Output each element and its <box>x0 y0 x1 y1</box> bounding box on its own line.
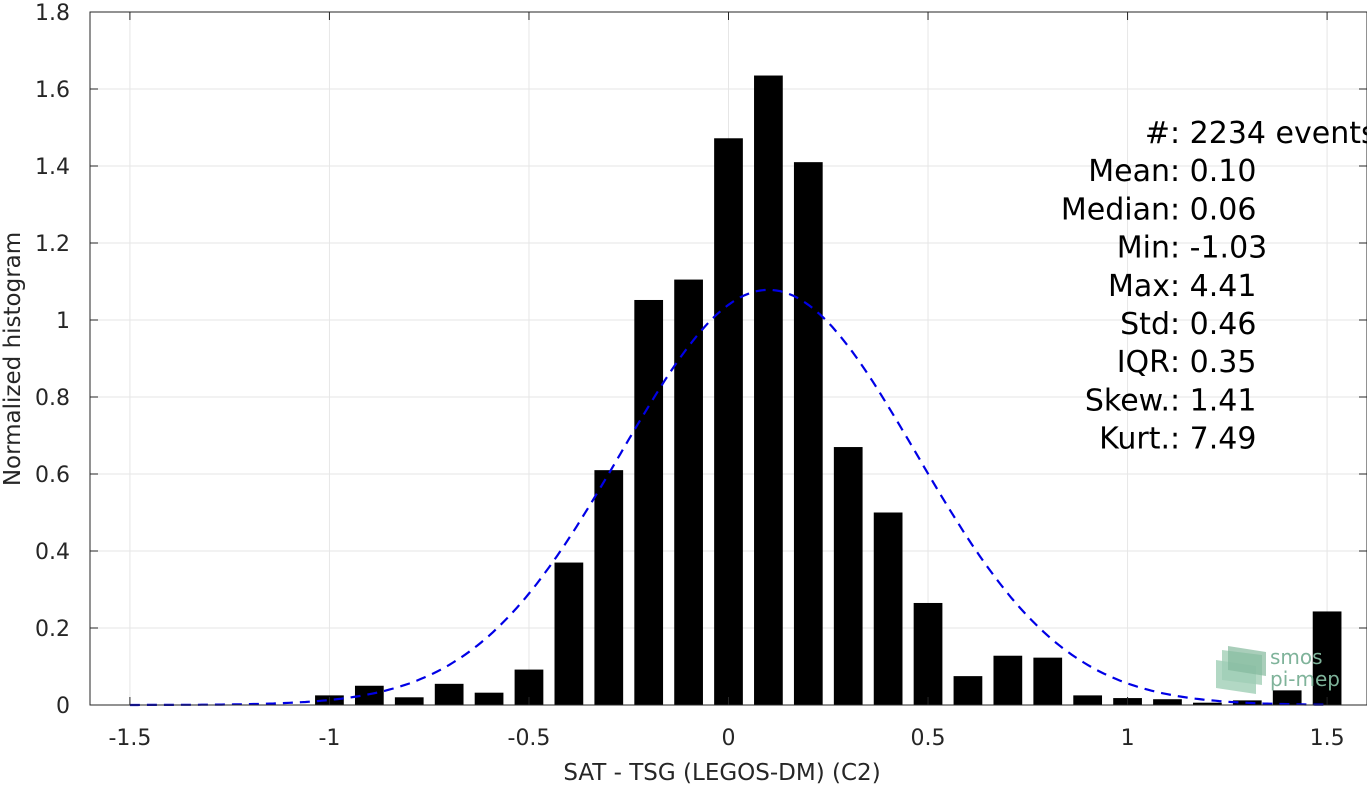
x-axis-ticks: -1.5 -1 -0.5 0 0.5 1 1.5 <box>108 12 1345 751</box>
histogram-bar-10 <box>714 138 743 705</box>
histogram-bar-3 <box>434 683 464 705</box>
logo-text-line2: pi-mep <box>1270 667 1340 691</box>
y-tick-label-9: 1.8 <box>35 1 70 26</box>
y-tick-label-2: 0.4 <box>35 540 70 565</box>
x-axis-label: SAT - TSG (LEGOS-DM) (C2) <box>563 760 880 785</box>
histogram-bar-15 <box>913 602 943 705</box>
y-axis-label: Normalized histogram <box>0 232 26 486</box>
histogram-bar-7 <box>594 470 624 705</box>
stat-label-5: Std <box>1120 307 1170 342</box>
y-tick-label-8: 1.6 <box>35 78 70 103</box>
stat-value-2: : 0.06 <box>1170 192 1256 227</box>
stat-label-7: Skew. <box>1085 383 1170 418</box>
histogram-bar-4 <box>474 692 504 705</box>
histogram-bar-19 <box>1073 695 1103 705</box>
stat-value-3: : -1.03 <box>1170 231 1267 266</box>
logo-text-line1: smos <box>1270 645 1323 669</box>
y-tick-label-6: 1.2 <box>35 232 70 257</box>
histogram-bar-18 <box>1033 657 1063 705</box>
x-tick-label-4: 0.5 <box>911 726 946 751</box>
stat-value-0: : 2234 events <box>1170 116 1367 151</box>
y-tick-label-4: 0.8 <box>35 386 70 411</box>
gaussian-fit-curve <box>129 288 1328 707</box>
stat-value-7: : 1.41 <box>1170 383 1256 418</box>
histogram-bar-12 <box>793 162 823 705</box>
histogram-bar-16 <box>953 676 983 705</box>
x-tick-label-2: -0.5 <box>508 726 551 751</box>
stat-value-1: : 0.10 <box>1170 154 1256 189</box>
stat-label-2: Median <box>1061 192 1170 227</box>
stat-value-8: : 7.49 <box>1170 422 1256 457</box>
x-tick-label-0: -1.5 <box>108 726 151 751</box>
stat-label-8: Kurt. <box>1099 422 1170 457</box>
y-tick-label-7: 1.4 <box>35 155 70 180</box>
y-tick-label-5: 1 <box>56 309 70 334</box>
stat-label-0: # <box>1145 116 1170 151</box>
histogram-bars <box>315 75 1342 705</box>
stat-value-6: : 0.35 <box>1170 345 1256 380</box>
y-tick-label-3: 0.6 <box>35 463 70 488</box>
histogram-bar-11 <box>754 75 783 705</box>
histogram-bar-13 <box>833 447 863 705</box>
histogram-bar-21 <box>1153 699 1182 705</box>
x-tick-label-5: 1 <box>1121 726 1135 751</box>
stat-value-5: : 0.46 <box>1170 307 1256 342</box>
stat-label-3: Min <box>1117 231 1170 266</box>
stat-value-4: : 4.41 <box>1170 269 1256 304</box>
histogram-bar-6 <box>554 562 584 705</box>
logo-mark-icon <box>1216 646 1266 694</box>
histogram-bar-2 <box>394 697 424 705</box>
x-tick-label-1: -1 <box>318 726 340 751</box>
histogram-bar-9 <box>674 279 703 705</box>
stat-label-4: Max <box>1108 269 1170 304</box>
y-tick-label-0: 0 <box>56 694 70 719</box>
x-tick-label-3: 0 <box>722 726 736 751</box>
smos-pimep-logo: smos pi-mep <box>1216 645 1340 694</box>
histogram-bar-14 <box>873 512 903 705</box>
histogram-bar-1 <box>354 685 384 705</box>
histogram-bar-24 <box>1272 690 1302 705</box>
histogram-bar-8 <box>634 299 664 705</box>
x-tick-label-6: 1.5 <box>1310 726 1345 751</box>
histogram-bar-22 <box>1193 702 1222 705</box>
histogram-bar-17 <box>993 655 1023 705</box>
histogram-bar-25 <box>1312 611 1342 705</box>
stat-label-1: Mean <box>1088 154 1170 189</box>
y-tick-label-1: 0.2 <box>35 617 70 642</box>
y-axis-ticks: 0 0.2 0.4 0.6 0.8 1 1.2 1.4 1.6 1.8 <box>35 1 1367 719</box>
stat-label-6: IQR <box>1117 345 1170 380</box>
